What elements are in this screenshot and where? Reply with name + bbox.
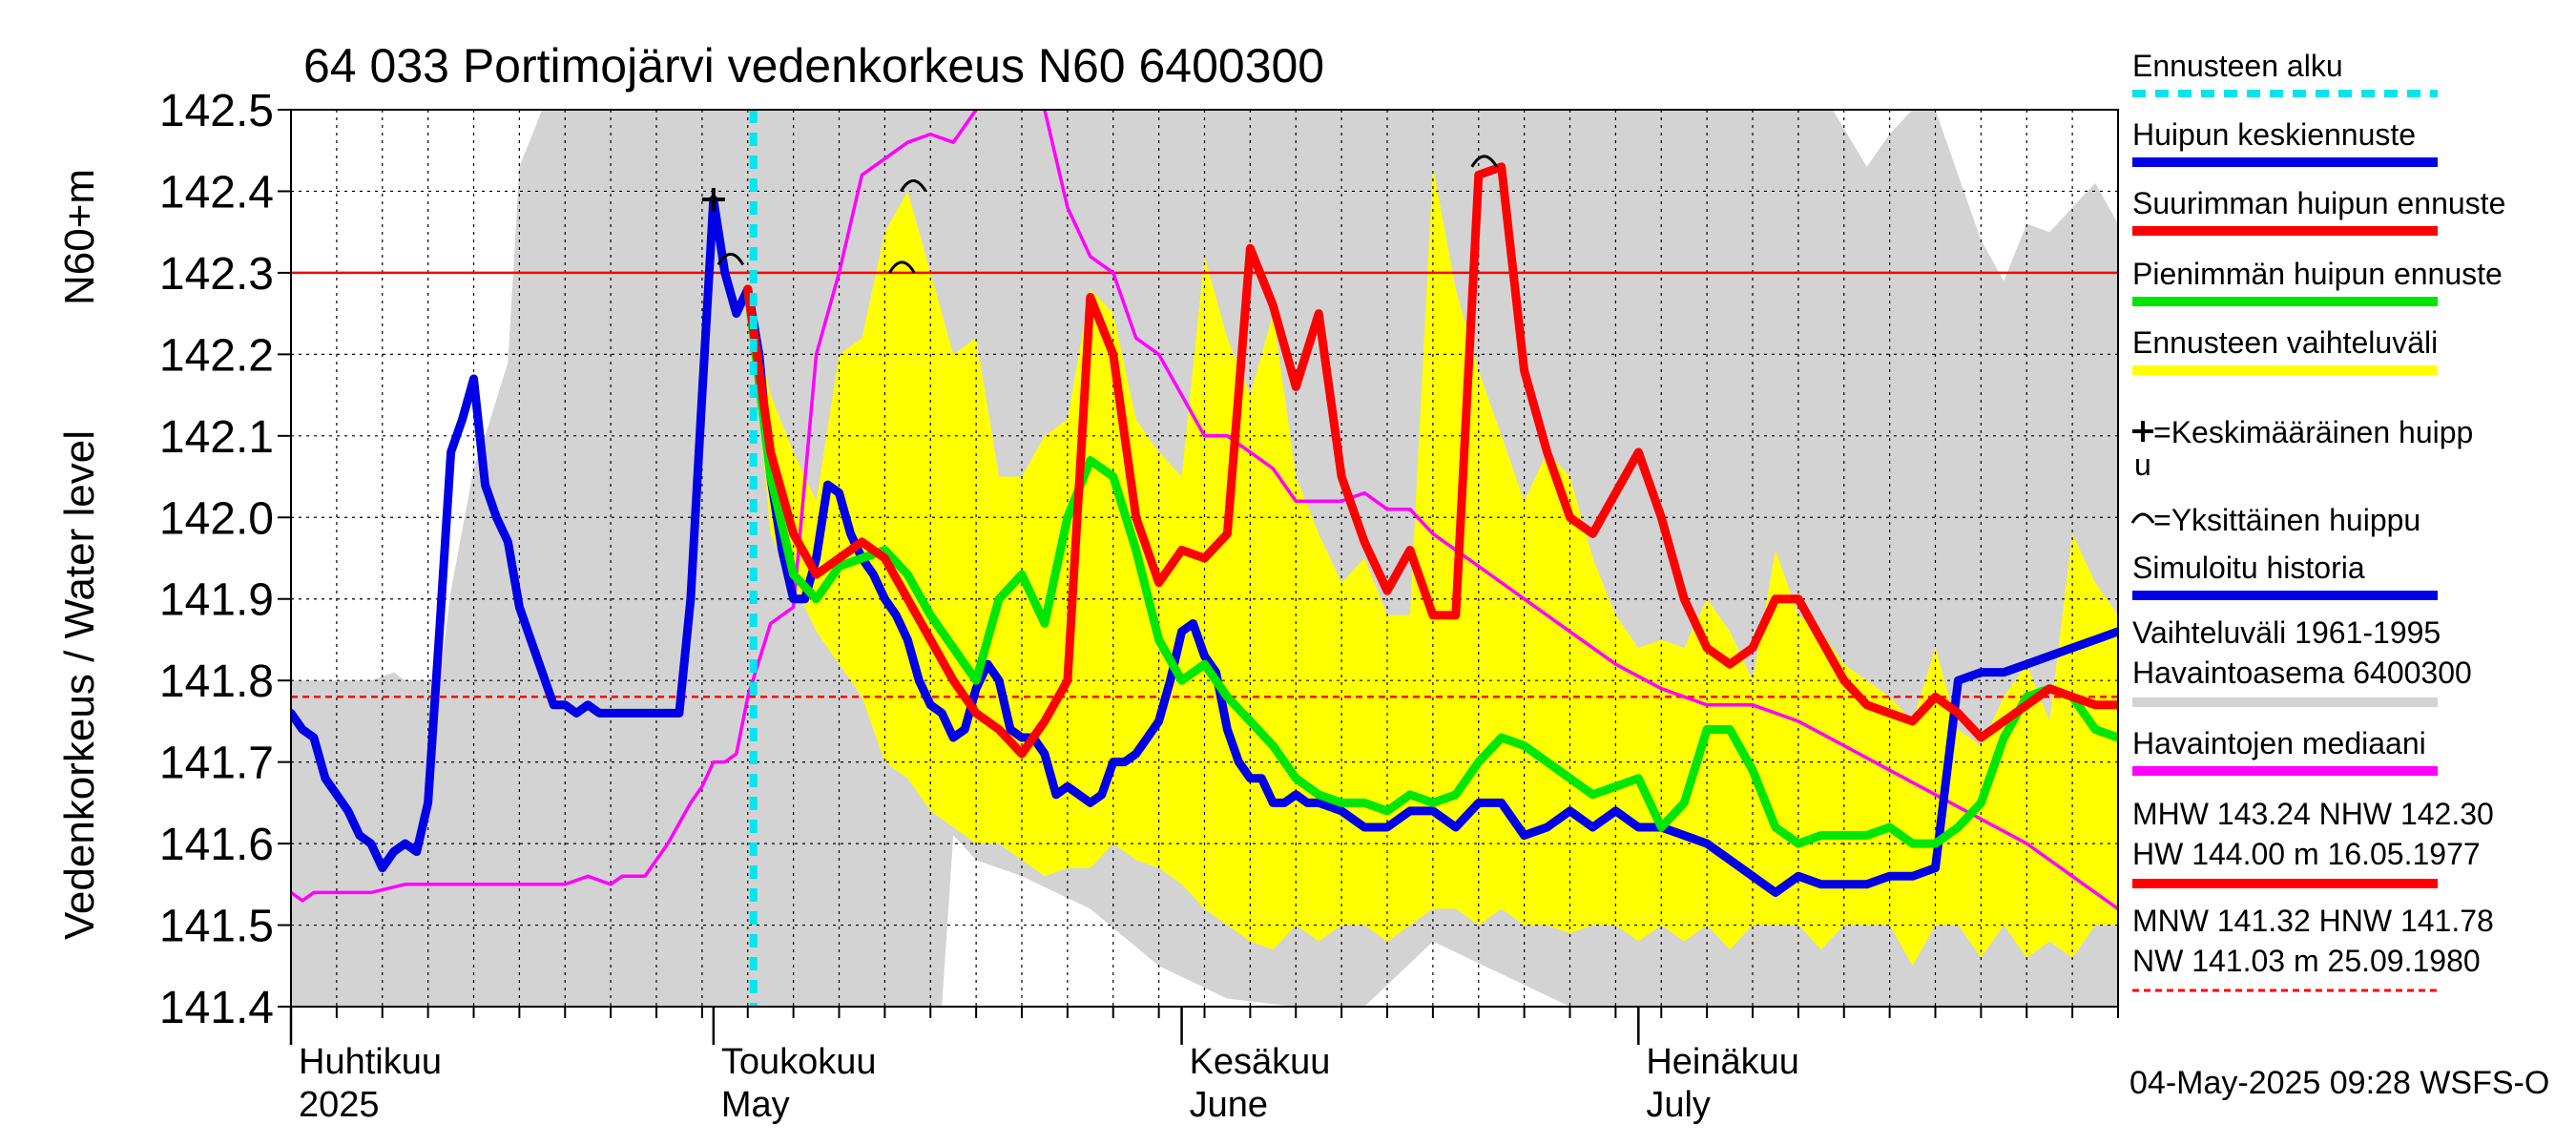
y-tick-label: 142.5	[159, 86, 274, 136]
legend-item-6-symbol	[2132, 421, 2153, 442]
plot-area	[291, 110, 2118, 1007]
legend: Ennusteen alku Huipun keskiennuste Suurimm…	[2130, 49, 2505, 992]
y-tick-label: 141.5	[159, 902, 274, 952]
y-tick-label: 141.6	[159, 820, 274, 870]
mean-peak-marker	[701, 188, 725, 211]
legend-item-11-label-line2: HW 144.00 m 16.05.1977	[2132, 837, 2481, 871]
individual-peak-marker	[1470, 155, 1499, 168]
legend-item-9-label: Vaihteluväli 1961-1995	[2132, 615, 2441, 650]
legend-item-12-label-line2: NW 141.03 m 25.09.1980	[2132, 944, 2481, 978]
legend-item-7-symbol	[2130, 512, 2155, 524]
month-label-en: July	[1646, 1085, 1711, 1125]
footer-timestamp: 04-May-2025 09:28 WSFS-O	[2129, 1065, 2549, 1101]
y-tick-label: 142.4	[159, 167, 274, 218]
y-axis-unit-label: N60+m	[56, 169, 103, 305]
y-axis-label: Vedenkorkeus / Water level	[56, 430, 103, 940]
y-tick-label: 142.2	[159, 330, 274, 381]
y-tick-label: 142.0	[159, 493, 274, 544]
y-tick-label: 142.3	[159, 249, 274, 300]
month-label-fi: Kesäkuu	[1190, 1042, 1331, 1082]
y-tick-label: 141.8	[159, 656, 274, 707]
legend-item-12-label: MNW 141.32 HNW 141.78	[2132, 904, 2494, 938]
month-label-en: 2025	[299, 1085, 380, 1125]
individual-peak-marker	[888, 260, 916, 274]
legend-item-5-label: Ennusteen vaihteluväli	[2132, 325, 2438, 360]
white-window-area	[942, 835, 1570, 1007]
series-group	[291, 110, 2118, 911]
legend-item-11-label: MHW 143.24 NHW 142.30	[2132, 797, 2494, 831]
legend-item-4-label: Pienimmän huipun ennuste	[2132, 257, 2503, 291]
legend-item-7-label: =Yksittäinen huippu	[2153, 503, 2420, 537]
month-label-en: May	[721, 1085, 790, 1125]
series-pienimm-n-huipun-ennuste	[743, 284, 2118, 848]
individual-peak-marker	[900, 178, 927, 193]
legend-item-10-label: Havaintojen mediaani	[2132, 726, 2426, 760]
series-huipun-keskiennuste	[743, 284, 2118, 897]
y-tick-label: 141.7	[159, 739, 274, 789]
legend-item-9-label-line2: Havaintoasema 6400300	[2132, 656, 2472, 690]
y-axis: 141.4 141.5 141.6 141.7 141.8 141.9 142.0 142.1…	[159, 86, 291, 1033]
legend-item-1-label: Ennusteen alku	[2132, 49, 2343, 83]
series-havaintojen-mediaani	[291, 110, 2118, 911]
month-label-fi: Huhtikuu	[299, 1042, 442, 1082]
series-suurimman-huipun-ennuste	[743, 162, 2118, 759]
month-label-en: June	[1190, 1085, 1268, 1125]
legend-item-8-label: Simuloitu historia	[2132, 551, 2365, 585]
legend-item-3-label: Suurimman huipun ennuste	[2132, 186, 2505, 220]
y-tick-label: 141.9	[159, 575, 274, 626]
y-tick-label: 141.4	[159, 983, 274, 1033]
legend-item-6-label-line2: u	[2134, 448, 2151, 482]
month-label-fi: Heinäkuu	[1646, 1042, 1799, 1082]
y-tick-label: 142.1	[159, 412, 274, 463]
peak-markers	[701, 155, 1499, 274]
legend-item-6-label: =Keskimääräinen huipp	[2153, 415, 2473, 449]
series-simuloitu-historia	[291, 195, 753, 873]
month-label-fi: Toukokuu	[721, 1042, 877, 1082]
legend-item-2-label: Huipun keskiennuste	[2132, 117, 2416, 152]
chart-title: 64 033 Portimojärvi vedenkorkeus N60 640…	[303, 39, 1324, 93]
individual-peak-marker	[717, 252, 745, 266]
